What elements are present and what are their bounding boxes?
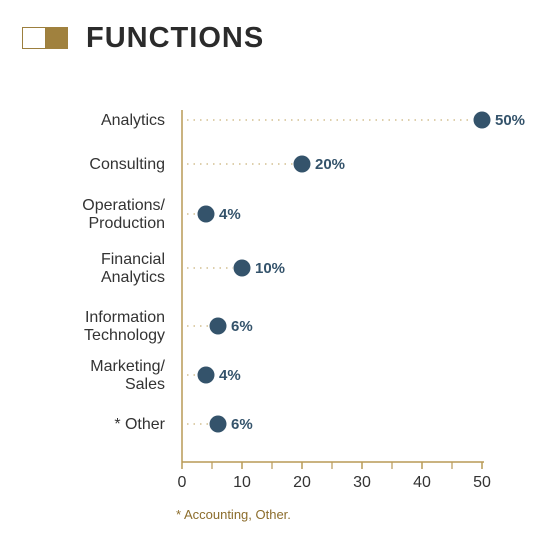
x-tick-label-50: 50 (473, 474, 491, 491)
value-label-2: 4% (219, 206, 241, 223)
value-label-6: 6% (231, 416, 253, 433)
category-label-2-1: Production (89, 215, 166, 232)
value-label-0: 50% (495, 112, 525, 129)
data-point-1 (293, 155, 311, 173)
category-label-6-0: * Other (114, 416, 165, 433)
x-tick-label-10: 10 (233, 474, 251, 491)
chart-title: FUNCTIONS (86, 21, 265, 54)
chart-header: FUNCTIONS (22, 18, 264, 58)
data-point-0 (473, 111, 491, 129)
split-square-icon (22, 27, 68, 49)
x-tick-label-30: 30 (353, 474, 371, 491)
category-label-4-1: Technology (84, 327, 165, 344)
value-label-1: 20% (315, 156, 345, 173)
data-point-3 (233, 259, 251, 277)
value-label-4: 6% (231, 318, 253, 335)
category-label-1-0: Consulting (89, 156, 165, 173)
x-tick-label-20: 20 (293, 474, 311, 491)
split-square-right (46, 27, 68, 49)
value-label-5: 4% (219, 367, 241, 384)
x-tick-label-40: 40 (413, 474, 431, 491)
category-label-4-0: Information (85, 309, 165, 326)
category-label-3-0: Financial (101, 251, 165, 268)
x-tick-label-0: 0 (178, 474, 187, 491)
footnote: * Accounting, Other. (176, 507, 291, 522)
category-label-0-0: Analytics (101, 112, 165, 129)
data-point-6 (209, 415, 227, 433)
data-point-2 (197, 205, 215, 223)
category-label-5-1: Sales (125, 376, 165, 393)
category-label-5-0: Marketing/ (90, 358, 165, 375)
data-point-4 (209, 317, 227, 335)
data-point-5 (197, 366, 215, 384)
category-label-2-0: Operations/ (82, 197, 165, 214)
split-square-left (22, 27, 46, 49)
category-label-3-1: Analytics (101, 269, 165, 286)
value-label-3: 10% (255, 260, 285, 277)
